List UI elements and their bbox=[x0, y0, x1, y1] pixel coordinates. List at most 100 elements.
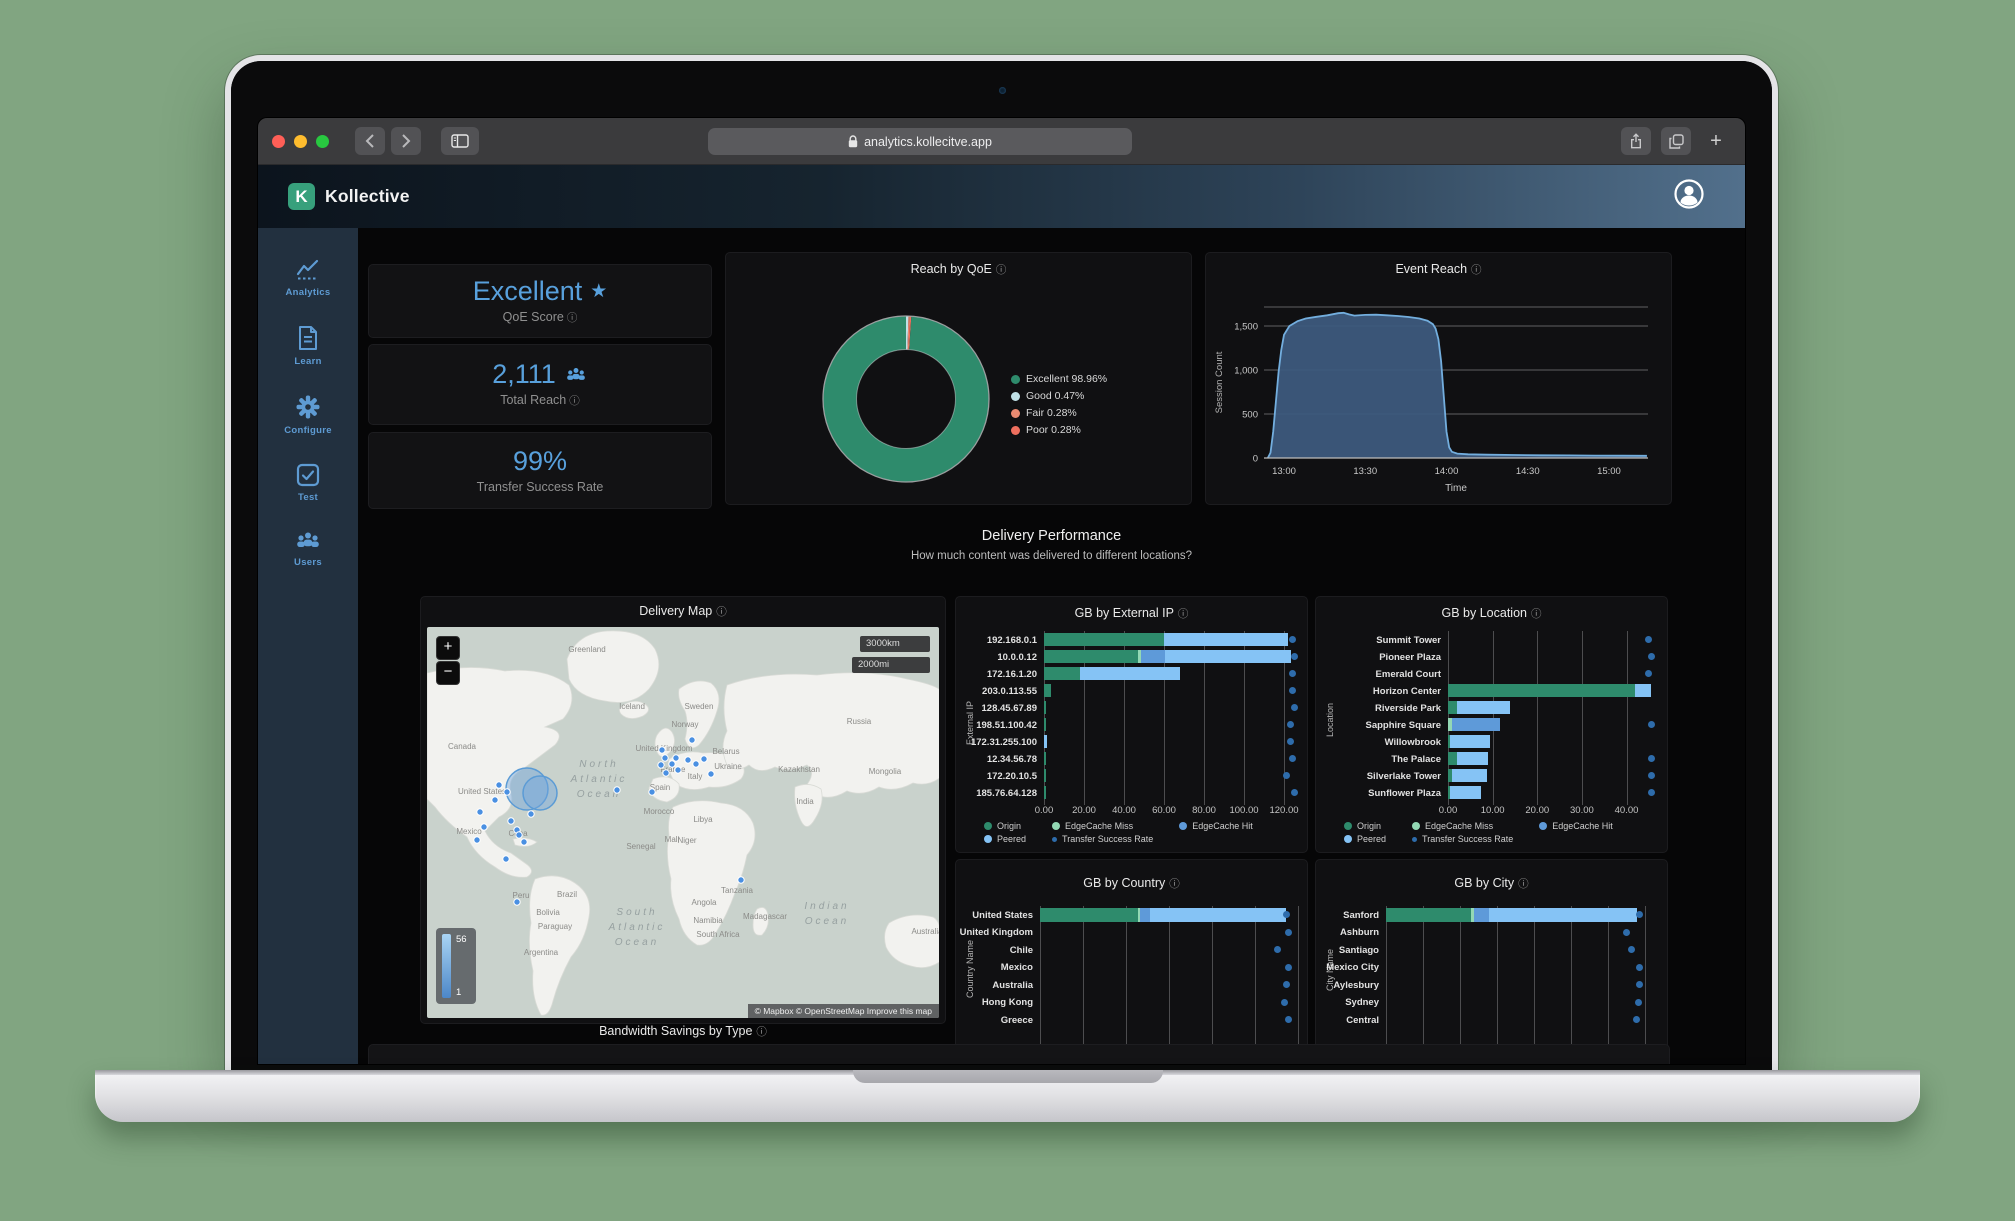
info-icon[interactable]: ⓘ bbox=[756, 1026, 767, 1038]
bar-segment-edgecache-miss bbox=[1448, 718, 1453, 731]
map-marker[interactable] bbox=[688, 736, 696, 744]
map-marker[interactable] bbox=[668, 760, 676, 768]
browser-window: analytics.kollecitve.app + K Kollective bbox=[258, 118, 1745, 1064]
info-icon[interactable]: ⓘ bbox=[1471, 264, 1482, 276]
ocean-label: North Atlantic Ocean bbox=[570, 759, 628, 800]
map-marker[interactable] bbox=[613, 786, 621, 794]
map-marker[interactable] bbox=[515, 831, 523, 839]
map-marker[interactable] bbox=[520, 838, 528, 846]
total-reach-label: Total Reach bbox=[500, 393, 567, 407]
gb-by-location-title: GB by Location bbox=[1441, 606, 1527, 620]
category-label: Emerald Court bbox=[1375, 668, 1441, 680]
sidebar-item-learn[interactable]: Learn bbox=[294, 325, 321, 367]
bar-segment-peered bbox=[1044, 735, 1048, 748]
map-marker[interactable] bbox=[513, 898, 521, 906]
map-marker[interactable] bbox=[674, 766, 682, 774]
user-avatar[interactable] bbox=[1673, 178, 1705, 215]
back-button[interactable] bbox=[355, 127, 385, 155]
sidebar-toggle-button[interactable] bbox=[441, 127, 479, 155]
map-marker[interactable] bbox=[648, 788, 656, 796]
map-marker[interactable] bbox=[700, 755, 708, 763]
category-label: 172.20.10.5 bbox=[986, 770, 1037, 782]
info-icon[interactable]: ⓘ bbox=[1177, 608, 1189, 620]
map-marker[interactable] bbox=[684, 756, 692, 764]
country-label: Brazil bbox=[557, 890, 577, 899]
gridline bbox=[1040, 906, 1041, 1064]
new-tab-button[interactable]: + bbox=[1710, 129, 1722, 152]
sidebar-item-test[interactable]: Test bbox=[296, 463, 320, 503]
info-icon[interactable]: ⓘ bbox=[1518, 878, 1529, 890]
map-canvas[interactable]: North Atlantic Ocean South Atlantic Ocean Indi… bbox=[427, 627, 939, 1018]
map-attribution[interactable]: © Mapbox © OpenStreetMap Improve this ma… bbox=[747, 1004, 939, 1018]
success-rate-dot bbox=[1280, 998, 1288, 1006]
success-rate-dot bbox=[1282, 772, 1290, 779]
legend-item: EdgeCache Miss bbox=[1052, 821, 1153, 831]
legend-dot bbox=[1011, 425, 1020, 435]
gb-by-city-panel: GB by City ⓘ City Name Sanford Ashburn Santi… bbox=[1315, 859, 1668, 1064]
map-marker[interactable] bbox=[473, 836, 481, 844]
close-button[interactable] bbox=[272, 134, 285, 148]
map-marker[interactable] bbox=[672, 754, 680, 762]
success-rate-dot bbox=[1636, 963, 1644, 971]
map-cluster-marker[interactable] bbox=[522, 775, 558, 811]
bar-segment-peered bbox=[1164, 633, 1288, 646]
sidebar-item-users[interactable]: Users bbox=[294, 530, 322, 568]
category-label: United Kingdom bbox=[959, 927, 1033, 939]
info-icon[interactable]: ⓘ bbox=[569, 395, 580, 407]
gridline bbox=[1212, 906, 1213, 1064]
map-marker[interactable] bbox=[657, 761, 665, 769]
map-zoom-out-button[interactable]: − bbox=[436, 661, 460, 685]
sidebar-item-analytics[interactable]: Analytics bbox=[286, 258, 331, 298]
tabs-icon bbox=[1668, 133, 1684, 149]
x-tick-label: 20.00 bbox=[1072, 805, 1096, 816]
map-marker[interactable] bbox=[658, 746, 666, 754]
category-label: Sanford bbox=[1343, 909, 1379, 921]
info-icon[interactable]: ⓘ bbox=[716, 606, 727, 618]
ocean-label: Indian Ocean bbox=[804, 901, 849, 927]
bar-segment-peered bbox=[1450, 786, 1481, 799]
success-rate-dot bbox=[1648, 653, 1656, 660]
forward-button[interactable] bbox=[391, 127, 421, 155]
map-marker[interactable] bbox=[662, 769, 670, 777]
address-bar[interactable]: analytics.kollecitve.app bbox=[708, 128, 1132, 155]
map-marker[interactable] bbox=[491, 796, 499, 804]
qoe-donut-legend: Excellent 98.96% Good 0.47% Fair 0.28% Poor… bbox=[1011, 373, 1107, 436]
category-label: Aylesbury bbox=[1333, 979, 1379, 991]
category-label: Santiago bbox=[1338, 944, 1379, 956]
x-tick-label: 10.00 bbox=[1480, 805, 1505, 816]
success-rate-dot bbox=[1648, 755, 1656, 762]
map-marker[interactable] bbox=[480, 823, 488, 831]
map-marker[interactable] bbox=[502, 855, 510, 863]
map-marker[interactable] bbox=[476, 808, 484, 816]
bar-segment-edgecache-miss bbox=[1471, 908, 1474, 922]
delivery-performance-subtitle: How much content was delivered to differ… bbox=[910, 550, 1193, 562]
fullscreen-button[interactable] bbox=[316, 134, 329, 148]
info-icon[interactable]: ⓘ bbox=[566, 311, 578, 324]
map-marker[interactable] bbox=[707, 770, 715, 778]
bar-row bbox=[1448, 786, 1660, 799]
map-madagascar bbox=[752, 907, 769, 936]
info-icon[interactable]: ⓘ bbox=[1530, 608, 1542, 620]
map-marker[interactable] bbox=[503, 788, 511, 796]
category-label: Mexico City bbox=[1326, 962, 1379, 974]
map-marker[interactable] bbox=[527, 810, 535, 818]
map-zoom-in-button[interactable]: + bbox=[436, 636, 460, 660]
info-icon[interactable]: ⓘ bbox=[995, 264, 1007, 276]
tab-overview-button[interactable] bbox=[1661, 127, 1691, 155]
category-label: 203.0.113.55 bbox=[982, 685, 1037, 697]
map-marker[interactable] bbox=[661, 754, 669, 762]
sidebar-item-configure[interactable]: Configure bbox=[284, 394, 332, 436]
donut-svg bbox=[822, 315, 990, 483]
map-marker[interactable] bbox=[692, 760, 700, 768]
bar-segment-origin bbox=[1044, 684, 1051, 697]
info-icon[interactable]: ⓘ bbox=[1169, 878, 1180, 890]
legend-dot bbox=[1052, 822, 1061, 830]
minimize-button[interactable] bbox=[294, 134, 307, 148]
legend-label: EdgeCache Hit bbox=[1552, 821, 1613, 831]
bandwidth-savings-panel bbox=[368, 1044, 1670, 1064]
map-marker[interactable] bbox=[737, 876, 745, 884]
map-marker[interactable] bbox=[495, 781, 503, 789]
share-button[interactable] bbox=[1621, 127, 1651, 155]
map-marker[interactable] bbox=[507, 817, 515, 825]
bar-row bbox=[1044, 684, 1296, 697]
